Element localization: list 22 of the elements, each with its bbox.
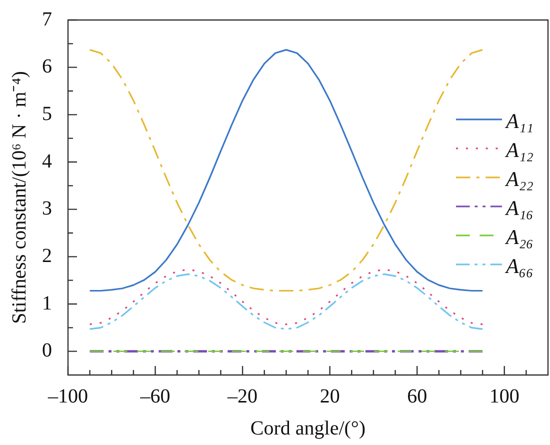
x-tick-label: –60 <box>139 385 170 408</box>
y-tick-label: 3 <box>42 198 52 220</box>
y-tick-label: 5 <box>42 102 52 125</box>
legend-label: A₁₂ <box>504 138 534 162</box>
legend-label: A₁₁ <box>504 108 534 133</box>
y-tick-label: 6 <box>42 56 52 78</box>
y-tick-label: 0 <box>42 340 52 362</box>
x-tick-label: 60 <box>407 385 428 408</box>
y-tick-label: 7 <box>42 8 52 30</box>
y-tick-label: 4 <box>42 150 52 172</box>
y-tick-label: 2 <box>42 244 52 267</box>
y-axis-title: Stiffness constant/(10⁶ N · m⁻⁴) <box>8 71 30 324</box>
legend-label: A₂₂ <box>504 166 534 191</box>
legend-label: A₁₆ <box>504 196 534 220</box>
x-tick-label: –20 <box>226 385 258 408</box>
y-tick-label: 1 <box>42 292 52 314</box>
x-tick-label: 20 <box>320 385 340 408</box>
legend-label: A₂₆ <box>504 224 534 249</box>
legend-label: A₆₆ <box>504 254 534 278</box>
x-axis-title: Cord angle/(°) <box>250 417 366 440</box>
x-tick-label: –100 <box>47 385 88 408</box>
x-tick-label: 100 <box>489 385 520 408</box>
